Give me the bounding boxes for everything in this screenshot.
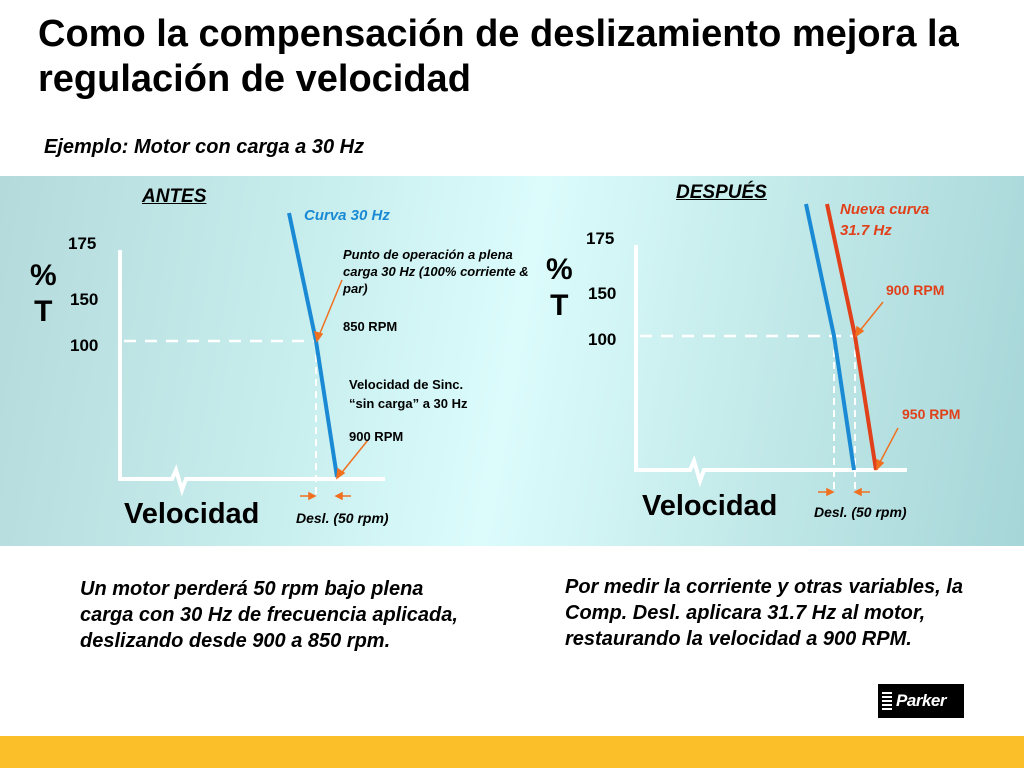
before-x-axis-label: Velocidad	[124, 498, 260, 530]
after-curve-31-7hz	[825, 203, 878, 471]
after-new-curve-label-line2: 31.7 Hz	[840, 222, 892, 239]
before-annotation-arrows	[300, 279, 369, 501]
after-x-axis-label: Velocidad	[642, 490, 778, 522]
diagram-panel	[0, 176, 1024, 546]
before-sync-note-line1: Velocidad de Sinc.	[349, 377, 464, 392]
before-y-symbol: %	[30, 259, 57, 292]
slide-title: Como la compensación de deslizamiento me…	[38, 13, 959, 100]
after-heading: DESPUÉS	[676, 182, 767, 203]
before-axes	[118, 250, 385, 497]
after-rpm-no-load: 950 RPM	[902, 406, 961, 422]
explanation-left: Un motor perderá 50 rpm bajo plena carga…	[80, 578, 458, 652]
before-sync-rpm: 900 RPM	[349, 429, 404, 444]
before-operating-point-note: Punto de operación a plena carga 30 Hz (…	[343, 247, 529, 296]
footer-accent-bar	[0, 736, 1024, 768]
after-axes	[634, 245, 907, 488]
before-y-axis-label: % T	[30, 258, 57, 330]
after-rpm-at-load: 900 RPM	[886, 282, 945, 298]
slide-subtitle: Ejemplo: Motor con carga a 30 Hz	[44, 136, 365, 158]
after-curve-30hz	[804, 203, 856, 471]
after-tick-150: 150	[588, 284, 617, 303]
after-tick-100: 100	[588, 330, 617, 349]
before-curve-30hz	[287, 212, 339, 478]
before-y-letter: T	[34, 295, 53, 328]
after-tick-175: 175	[586, 229, 615, 248]
before-tick-100: 100	[70, 336, 99, 355]
before-slip-label: Desl. (50 rpm)	[296, 510, 389, 526]
after-y-axis-label: % T	[546, 252, 573, 324]
before-sync-note-line2: “sin carga” a 30 Hz	[349, 396, 468, 411]
explanation-right: Por medir la corriente y otras variables…	[565, 576, 963, 650]
before-tick-150: 150	[70, 290, 99, 309]
before-operating-point-rpm: 850 RPM	[343, 319, 398, 334]
parker-logo: Parker	[878, 684, 964, 718]
after-annotation-arrows	[818, 301, 899, 497]
after-new-curve-label-line1: Nueva curva	[840, 201, 930, 218]
after-y-symbol: %	[546, 253, 573, 286]
before-tick-175: 175	[68, 234, 97, 253]
before-curve-label: Curva 30 Hz	[304, 207, 390, 224]
after-slip-label: Desl. (50 rpm)	[814, 504, 907, 520]
before-heading: ANTES	[142, 186, 207, 207]
after-y-letter: T	[550, 289, 569, 322]
